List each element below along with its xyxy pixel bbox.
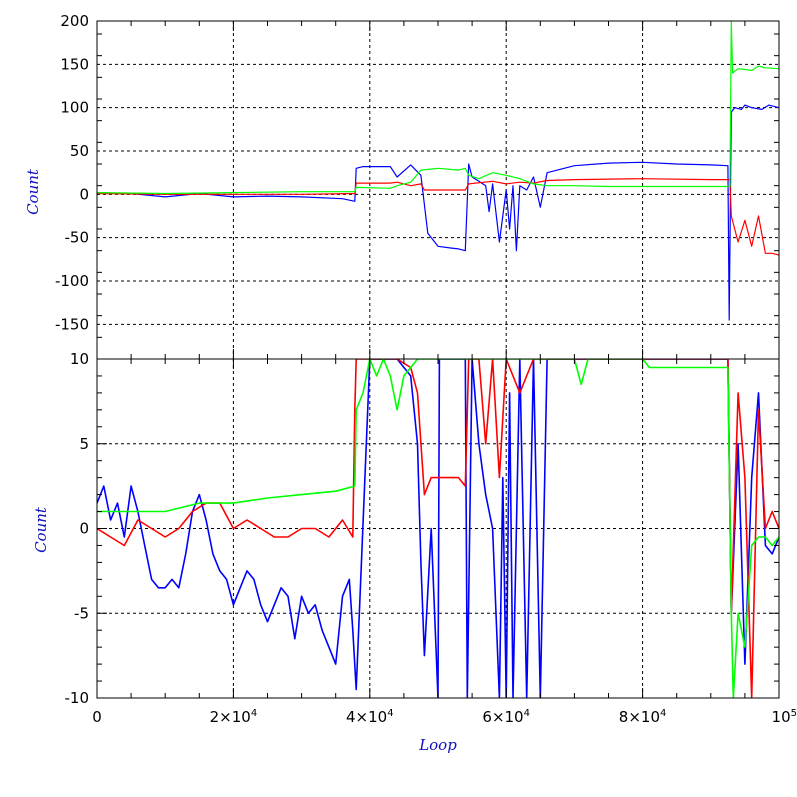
top-panel: 200 150 100 50 0 -50 -100 -150 (55, 12, 780, 360)
x-tick-label: 4×104 (346, 708, 394, 726)
top-y-tick-label: -50 (65, 229, 90, 247)
top-y-tick-label: 200 (60, 12, 89, 30)
bottom-series-line-2 (97, 359, 779, 698)
x-tick-label: 6×104 (482, 708, 530, 726)
x-tick-label: 8×104 (619, 708, 667, 726)
top-series-group (97, 21, 779, 321)
bottom-y-tick-label: 0 (79, 520, 89, 538)
top-series-line-1 (97, 178, 779, 256)
bottom-y-tick-label: -5 (74, 604, 89, 622)
top-y-tick-label: 50 (70, 142, 89, 160)
x-axis-title: Loop (418, 736, 457, 754)
x-tick-label: 0 (92, 708, 102, 726)
top-y-axis-title: Count (24, 168, 42, 215)
top-y-tick-label: 150 (60, 55, 89, 73)
x-tick-label: 2×104 (210, 708, 258, 726)
x-tick-label: 105 (772, 708, 797, 726)
top-y-tick-label: 0 (79, 185, 89, 203)
bottom-series-group (97, 359, 779, 698)
bottom-y-tick-label: -10 (65, 689, 90, 707)
top-series-line-2 (97, 21, 779, 195)
top-y-tick-label: -150 (55, 315, 89, 333)
top-y-tick-label: -100 (55, 272, 89, 290)
bottom-y-tick-label: 5 (79, 435, 89, 453)
top-y-tick-label: 100 (60, 99, 89, 117)
top-series-line-0 (97, 104, 779, 321)
bottom-y-tick-label: 10 (70, 350, 89, 368)
bottom-series-line-0 (97, 359, 779, 698)
bottom-y-axis-title: Count (32, 506, 50, 553)
